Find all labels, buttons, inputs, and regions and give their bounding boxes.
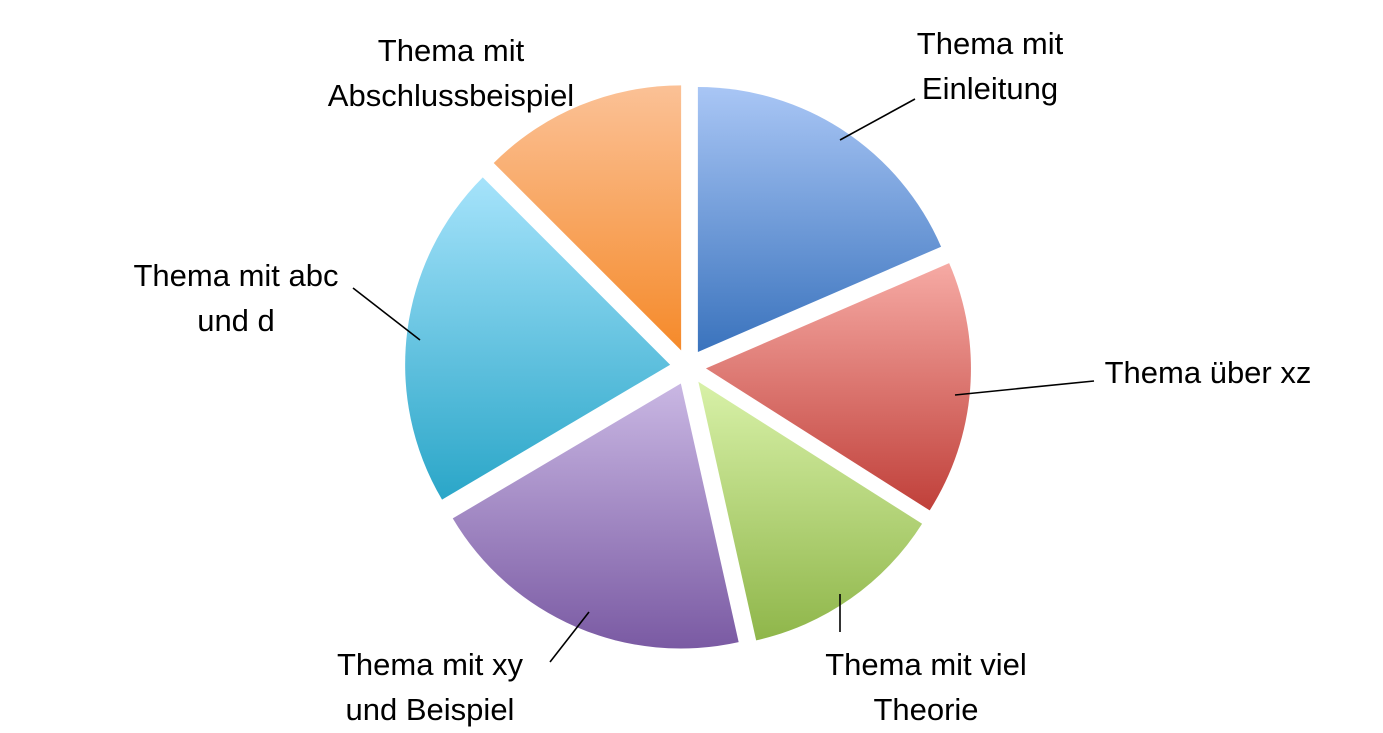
slice-label-line: Abschlussbeispiel	[328, 78, 574, 113]
pie-slice-5	[405, 177, 671, 500]
slice-label-line: und d	[197, 303, 275, 338]
slice-label-5: Thema mit abc und d	[133, 258, 338, 338]
pie-slice-1	[697, 86, 942, 352]
leader-line-1	[839, 98, 916, 141]
slice-label-line: Thema mit xy	[337, 647, 524, 682]
slice-label-2: Thema über xz	[1105, 355, 1312, 390]
pie-slice-2	[705, 263, 971, 511]
slice-label-line: Thema mit abc	[133, 258, 338, 293]
leader-line-5	[352, 287, 421, 341]
leader-line-4	[549, 611, 590, 663]
labels-layer: Thema mit Einleitung Thema über xz Thema mi…	[133, 26, 1311, 727]
slice-label-line: Thema mit	[378, 33, 525, 68]
slice-label-1: Thema mit Einleitung	[917, 26, 1064, 106]
slice-label-3: Thema mit viel Theorie	[825, 647, 1027, 727]
slice-label-line: Einleitung	[922, 71, 1058, 106]
leader-line-2	[954, 380, 1095, 396]
slice-label-line: Theorie	[873, 692, 978, 727]
slices-layer	[405, 85, 971, 649]
slice-label-4: Thema mit xy und Beispiel	[337, 647, 524, 727]
slice-label-line: Thema mit viel	[825, 647, 1027, 682]
pie-slice-4	[452, 383, 739, 649]
pie-slice-6	[493, 85, 682, 351]
slice-label-line: Thema über xz	[1105, 355, 1312, 390]
slice-label-line: und Beispiel	[346, 692, 515, 727]
slice-label-line: Thema mit	[917, 26, 1064, 61]
slice-label-6: Thema mit Abschlussbeispiel	[328, 33, 574, 113]
leader-lines-layer	[352, 98, 1095, 663]
pie-slice-3	[698, 381, 923, 641]
